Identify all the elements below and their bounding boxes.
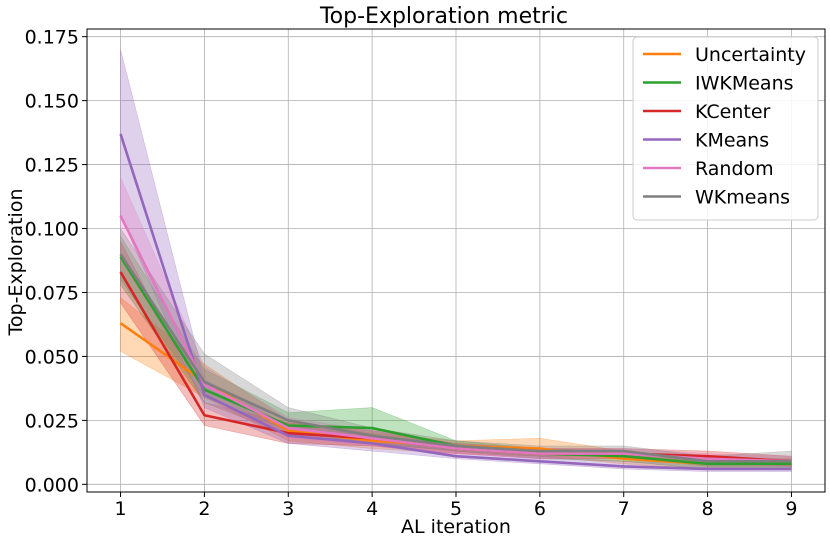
x-axis-title: AL iteration: [401, 516, 511, 538]
y-tick-label: 0.150: [25, 91, 79, 113]
legend-label: Uncertainty: [695, 44, 806, 66]
line-wkmeans: [119, 253, 792, 463]
axis-ticks: 0.000 0.025 0.050 0.075 0.100 0.125 0.150 0.175…: [25, 27, 798, 520]
x-tick-label: 7: [618, 498, 630, 520]
band-kcenter: [120, 241, 792, 467]
legend-label: WKmeans: [695, 187, 790, 209]
y-tick-label: 0.025: [25, 410, 79, 432]
line-kmeans: [119, 133, 792, 471]
y-tick-label: 0.050: [25, 346, 79, 368]
y-tick-label: 0.075: [25, 282, 79, 304]
series-lines: [119, 133, 792, 471]
grid: [87, 29, 825, 492]
band-random: [120, 177, 792, 467]
x-tick-label: 8: [702, 498, 714, 520]
legend: Uncertainty IWKMeans KCenter KMeans Random WK…: [632, 36, 819, 221]
y-tick-label: 0.175: [25, 27, 79, 49]
chart-title: Top-Exploration metric: [319, 4, 568, 29]
x-tick-label: 2: [198, 498, 210, 520]
y-tick-label: 0.000: [25, 474, 79, 496]
x-tick-label: 3: [282, 498, 294, 520]
x-tick-label: 1: [114, 498, 126, 520]
y-axis-title: Top-Exploration: [5, 189, 27, 337]
x-tick-label: 5: [450, 498, 462, 520]
x-tick-label: 9: [785, 498, 797, 520]
legend-label: Random: [695, 158, 774, 180]
y-tick-label: 0.125: [25, 155, 79, 177]
x-tick-label: 6: [534, 498, 546, 520]
y-tick-label: 0.100: [25, 219, 79, 241]
legend-label: IWKMeans: [695, 73, 794, 95]
x-tick-label: 4: [366, 498, 378, 520]
legend-label: KCenter: [695, 101, 771, 123]
legend-label: KMeans: [695, 130, 769, 152]
